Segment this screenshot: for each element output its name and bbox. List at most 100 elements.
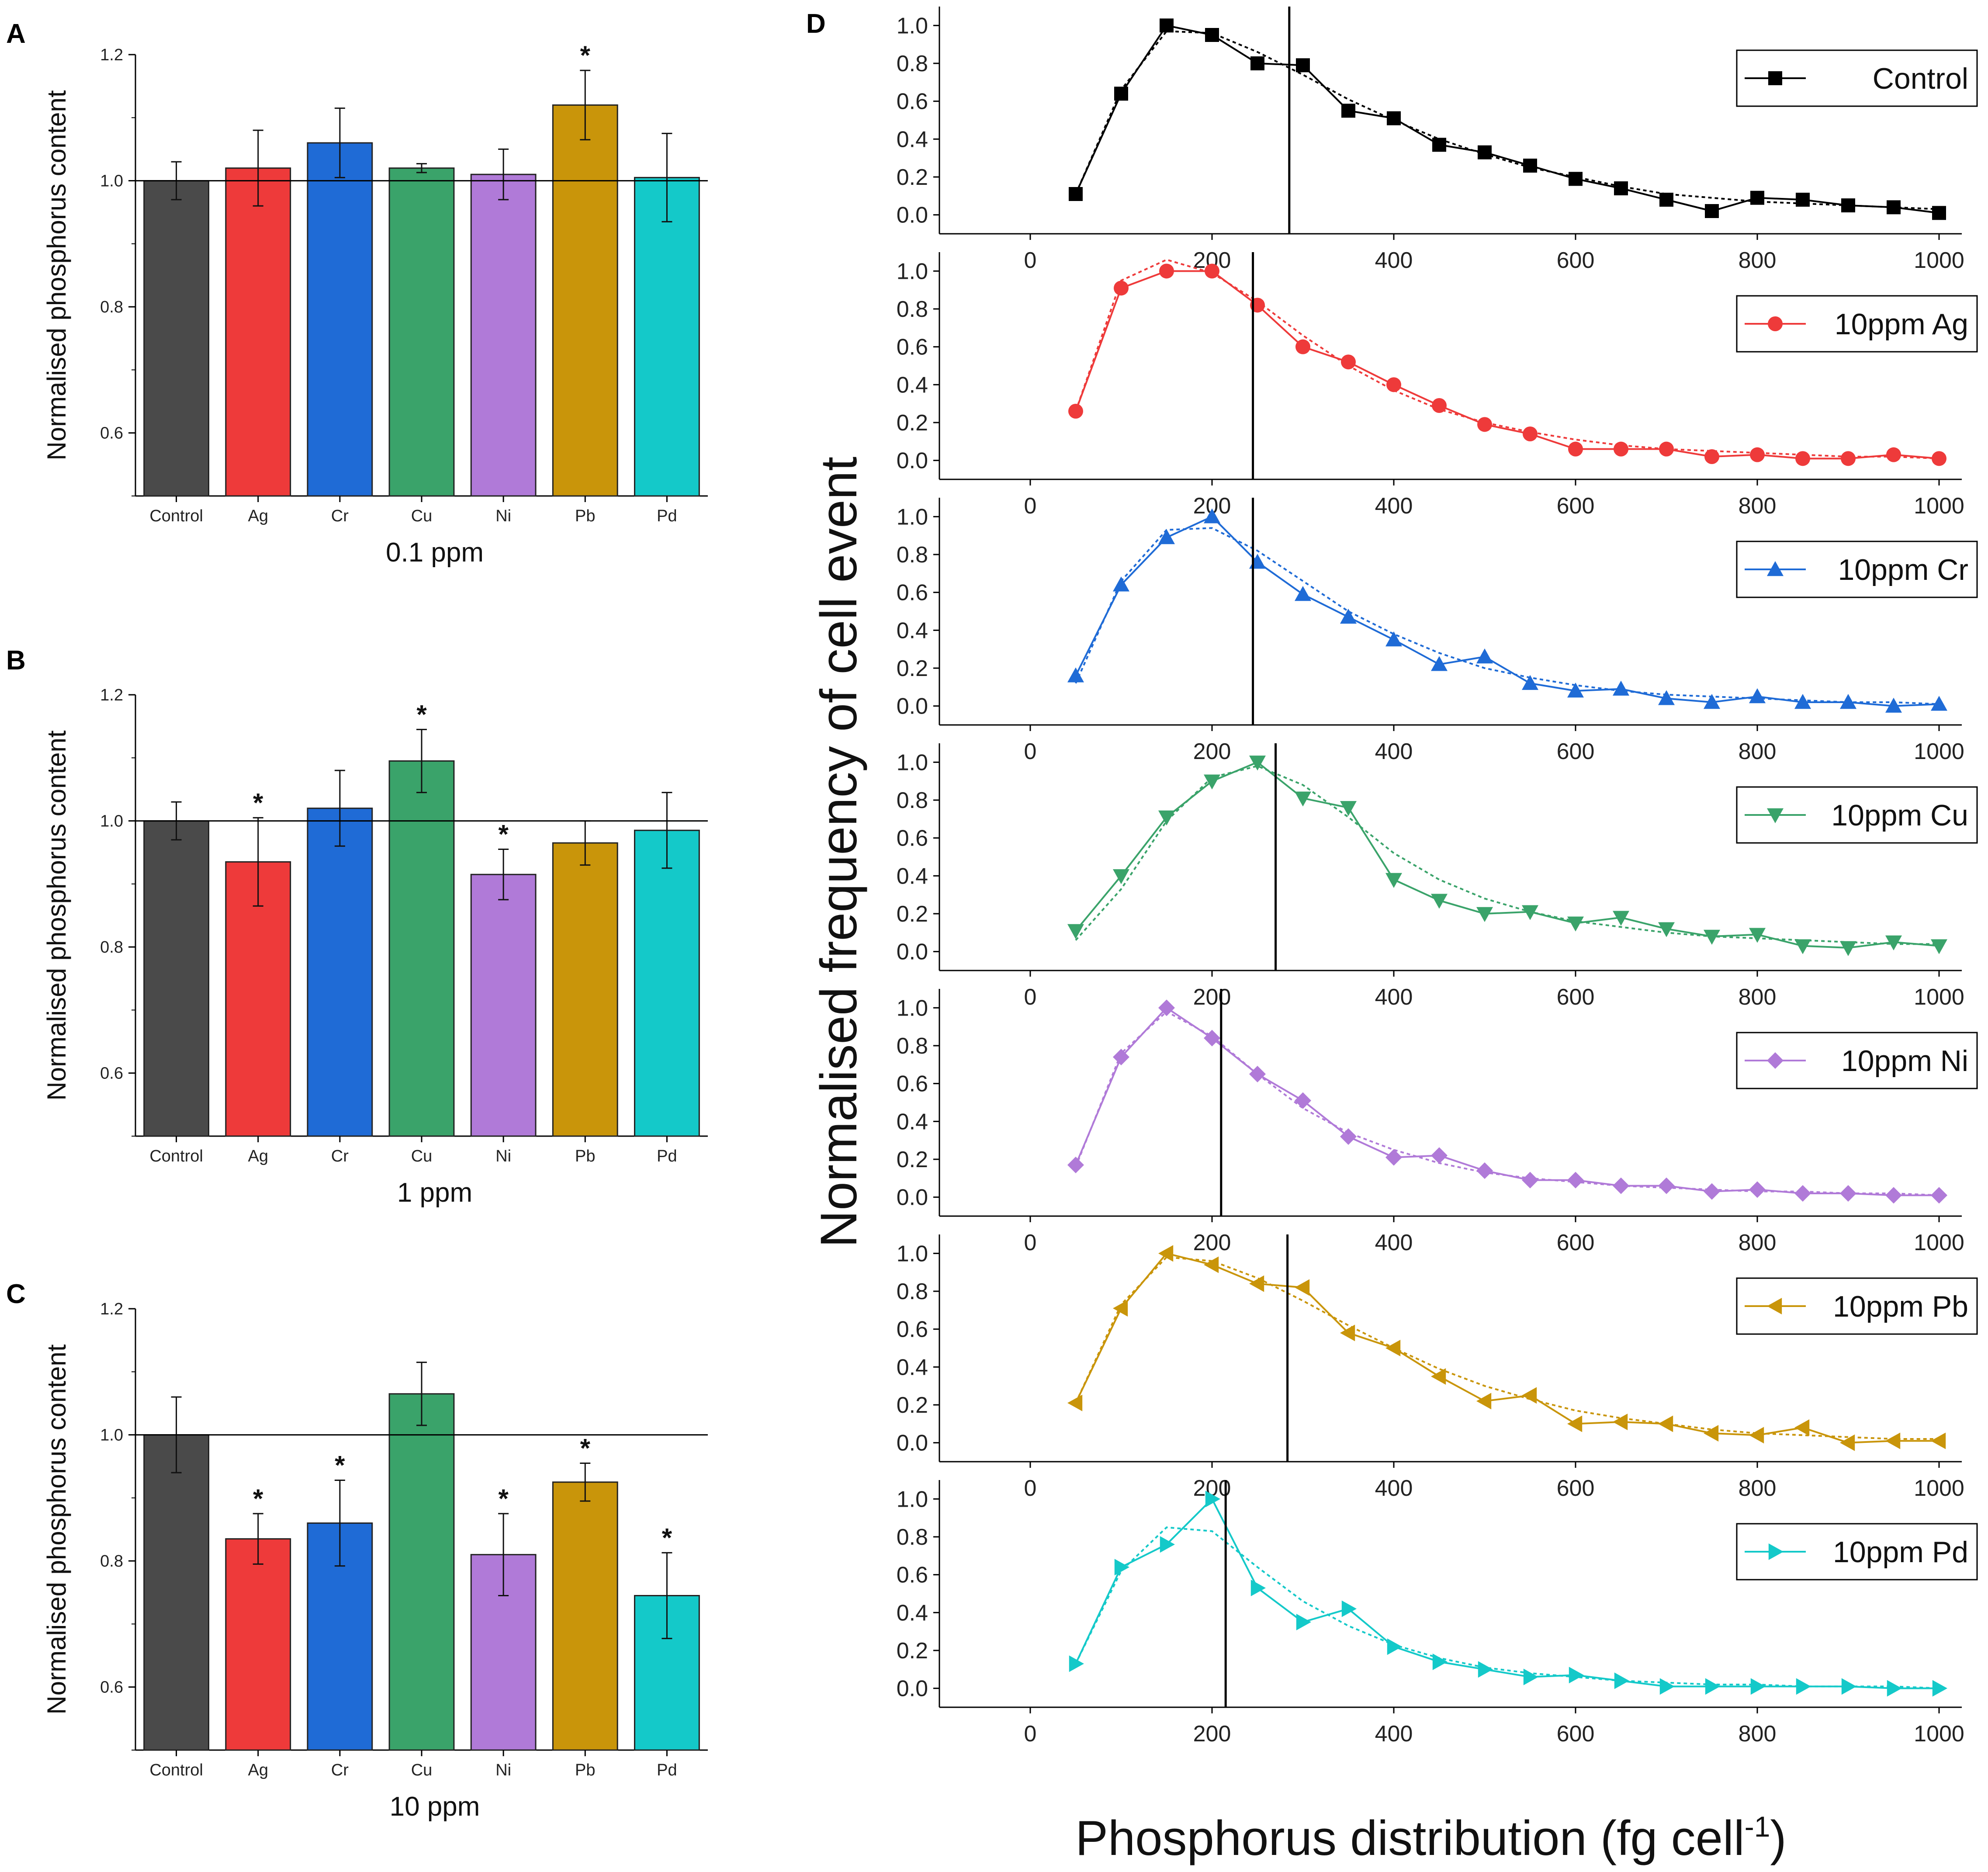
marker-triangle-down	[1885, 935, 1902, 950]
y-tick-label: 0.0	[897, 448, 928, 474]
marker-triangle-right	[1796, 1678, 1811, 1695]
marker-triangle-left	[1767, 1298, 1782, 1314]
bar-pb	[552, 1481, 618, 1751]
marker-triangle-down	[1204, 774, 1220, 790]
y-tick-label: 1.0	[897, 995, 928, 1021]
marker-triangle-left	[1158, 1245, 1174, 1262]
marker-square	[1569, 172, 1583, 186]
marker-triangle-left	[1840, 1434, 1855, 1451]
x-tick-label: 800	[1739, 739, 1777, 764]
subplot-10ppm-cr: 0.0 0.2 0.4 0.6 0.8 1.0 0 200 400 600 800 1000 10ppm…	[897, 498, 1978, 764]
bar-pb	[552, 842, 618, 1137]
marker-circle	[1841, 451, 1856, 466]
significance-star: *	[335, 1450, 345, 1480]
x-tick-label: 0	[1024, 1230, 1037, 1255]
marker-triangle-down	[1840, 941, 1856, 956]
legend-label: 10ppm Ag	[1835, 308, 1968, 341]
marker-triangle-up	[1749, 688, 1766, 704]
marker-triangle-down	[1476, 907, 1493, 922]
marker-circle	[1614, 441, 1628, 457]
marker-circle	[1886, 447, 1901, 462]
x-tick-label: 800	[1739, 248, 1777, 273]
line-panel-d: D 0.0 0.2 0.4 0.6 0.8 1.0 0 200 400 600 800 1000 Cont…	[806, 7, 1978, 1865]
marker-circle	[1795, 451, 1810, 466]
marker-diamond	[1158, 999, 1175, 1016]
y-tick-label: 0.6	[897, 1563, 928, 1588]
marker-triangle-down	[1931, 939, 1947, 954]
marker-triangle-up	[1885, 697, 1902, 713]
marker-circle	[1768, 316, 1783, 331]
marker-triangle-up	[1431, 656, 1448, 671]
x-tick-label: 600	[1557, 493, 1595, 519]
y-tick-label: 1.0	[897, 13, 928, 38]
x-tick-label: 800	[1739, 985, 1777, 1010]
significance-star: *	[253, 1484, 263, 1513]
y-tick-label: 0.2	[897, 1147, 928, 1172]
marker-triangle-left	[1522, 1387, 1537, 1404]
x-tick-label: 0	[1024, 248, 1037, 273]
y-tick-label: 0.8	[897, 542, 928, 568]
marker-triangle-up	[1704, 694, 1720, 709]
x-tick-label: 600	[1557, 248, 1595, 273]
marker-triangle-left	[1931, 1432, 1946, 1449]
bar-pd	[634, 829, 700, 1137]
bar-cr	[307, 808, 373, 1137]
marker-triangle-down	[1613, 911, 1629, 926]
marker-triangle-right	[1341, 1600, 1357, 1617]
x-tick-label: 200	[1193, 1721, 1231, 1747]
marker-triangle-left	[1658, 1415, 1673, 1432]
y-tick-label: 0.6	[100, 1064, 123, 1083]
marker-triangle-left	[1385, 1340, 1401, 1356]
marker-diamond	[1567, 1172, 1584, 1189]
y-tick-label: 0.4	[897, 372, 928, 398]
x-tick-label: 400	[1375, 1230, 1413, 1255]
marker-square	[1523, 159, 1537, 173]
y-axis-title: Normalised phosphorus content	[42, 90, 71, 460]
marker-triangle-down	[1658, 922, 1675, 937]
marker-square	[1796, 193, 1810, 207]
significance-star: *	[498, 1484, 509, 1513]
marker-triangle-down	[1704, 929, 1720, 945]
bar-control	[143, 820, 209, 1137]
y-tick-label: 0.2	[897, 1393, 928, 1418]
y-axis-title: Normalised phosphorus content	[42, 1344, 71, 1714]
marker-triangle-up	[1658, 690, 1675, 705]
x-tick-label: Ag	[248, 507, 268, 525]
marker-triangle-up	[1067, 667, 1084, 683]
y-tick-label: 0.4	[897, 618, 928, 643]
marker-triangle-left	[1431, 1368, 1446, 1385]
x-tick-label: 600	[1557, 1476, 1595, 1501]
x-tick-label: 400	[1375, 985, 1413, 1010]
marker-circle	[1523, 426, 1538, 441]
marker-diamond	[1931, 1187, 1947, 1204]
legend-label: 10ppm Cu	[1831, 799, 1968, 832]
significance-star: *	[498, 820, 509, 849]
y-tick-label: 0.4	[897, 1109, 928, 1134]
marker-square	[1478, 145, 1492, 159]
x-tick-label: 0	[1024, 985, 1037, 1010]
legend-label: Control	[1873, 62, 1968, 95]
x-tick-label: Cu	[411, 1761, 433, 1779]
subplot-10ppm-cu: 0.0 0.2 0.4 0.6 0.8 1.0 0 200 400 600 800 1000 10ppm…	[897, 743, 1978, 1010]
marker-triangle-right	[1205, 1491, 1220, 1508]
marker-square	[1768, 71, 1782, 85]
y-tick-label: 0.4	[897, 127, 928, 152]
x-tick-label: Cu	[411, 1147, 433, 1165]
marker-square	[1432, 138, 1446, 152]
marker-diamond	[1767, 1052, 1784, 1069]
y-tick-label: 0.4	[897, 1355, 928, 1380]
marker-triangle-down	[1431, 894, 1448, 909]
marker-diamond	[1658, 1177, 1675, 1194]
subplot-10ppm-ag: 0.00.20.40.60.81.00 200 400 600 800 100010ppm…	[897, 252, 1978, 519]
marker-square	[1387, 111, 1401, 125]
y-tick-label: 0.8	[100, 1552, 123, 1570]
y-tick-label: 0.8	[897, 1033, 928, 1059]
marker-triangle-left	[1704, 1425, 1719, 1442]
marker-triangle-right	[1768, 1543, 1784, 1560]
y-tick-label: 0.6	[897, 826, 928, 851]
marker-triangle-down	[1794, 939, 1811, 954]
x-tick-label: 800	[1739, 1230, 1777, 1255]
y-tick-label: 0.6	[100, 1678, 123, 1697]
marker-triangle-left	[1613, 1414, 1628, 1430]
x-tick-label: 600	[1557, 739, 1595, 764]
